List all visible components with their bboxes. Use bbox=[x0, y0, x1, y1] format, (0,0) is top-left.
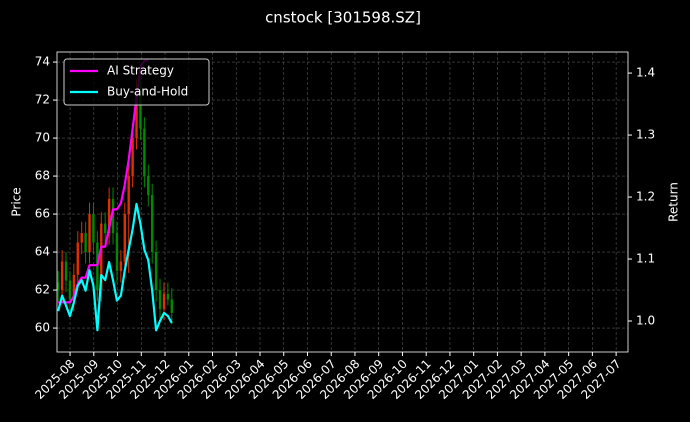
candle-body bbox=[158, 290, 162, 310]
y2-tick-label: 1.2 bbox=[636, 190, 655, 204]
candle-body bbox=[68, 280, 72, 300]
y-tick-label: 70 bbox=[35, 131, 50, 145]
candle-body bbox=[84, 233, 87, 253]
legend-label: AI Strategy bbox=[107, 64, 174, 78]
y2-tick-label: 1.3 bbox=[636, 128, 655, 142]
candle-body bbox=[96, 242, 99, 291]
plot-frame bbox=[56, 51, 629, 353]
candle-body bbox=[76, 242, 79, 275]
candle-body bbox=[135, 90, 138, 139]
y-tick-label: 64 bbox=[35, 245, 50, 259]
candle-body bbox=[88, 214, 91, 253]
y2-tick-label: 1.1 bbox=[636, 252, 655, 266]
candle-body bbox=[56, 282, 60, 291]
candle-body bbox=[170, 299, 173, 313]
candle-body bbox=[147, 176, 150, 196]
y2-tick-label: 1.4 bbox=[636, 66, 655, 80]
legend-label: Buy-and-Hold bbox=[107, 85, 188, 99]
legend-box bbox=[63, 58, 210, 106]
y-tick-label: 66 bbox=[35, 207, 50, 221]
y-tick-label: 60 bbox=[35, 321, 50, 335]
y-tick-label: 62 bbox=[35, 283, 50, 297]
y-tick-label: 72 bbox=[35, 93, 50, 107]
y2-tick-label: 1.0 bbox=[636, 314, 655, 328]
y-tick-label: 68 bbox=[35, 169, 50, 183]
candle-body bbox=[123, 214, 126, 262]
chart-title: cnstock [301598.SZ] bbox=[265, 9, 421, 27]
candle-body bbox=[151, 195, 154, 253]
candle-body bbox=[80, 233, 83, 243]
candle-body bbox=[127, 176, 130, 215]
y-axis-label: Price bbox=[10, 187, 24, 216]
y-tick-label: 74 bbox=[35, 55, 50, 69]
y2-axis-label: Return bbox=[667, 182, 681, 222]
candle-body bbox=[143, 128, 146, 177]
candle-body bbox=[60, 261, 64, 291]
candle-body bbox=[162, 293, 166, 310]
series-line bbox=[58, 59, 149, 304]
candle-body bbox=[166, 293, 170, 300]
candle-body bbox=[107, 198, 111, 234]
candle-body bbox=[115, 233, 119, 272]
candle-body bbox=[92, 214, 95, 243]
candle-body bbox=[111, 198, 115, 234]
candle-body bbox=[64, 261, 68, 281]
candle-body bbox=[103, 223, 107, 234]
candle-body bbox=[139, 90, 142, 129]
candle-body bbox=[72, 274, 76, 300]
series-line bbox=[57, 202, 173, 332]
candle-body bbox=[131, 138, 134, 177]
candle-body bbox=[154, 252, 158, 291]
candle-body bbox=[119, 261, 123, 272]
candle-body bbox=[100, 223, 103, 291]
